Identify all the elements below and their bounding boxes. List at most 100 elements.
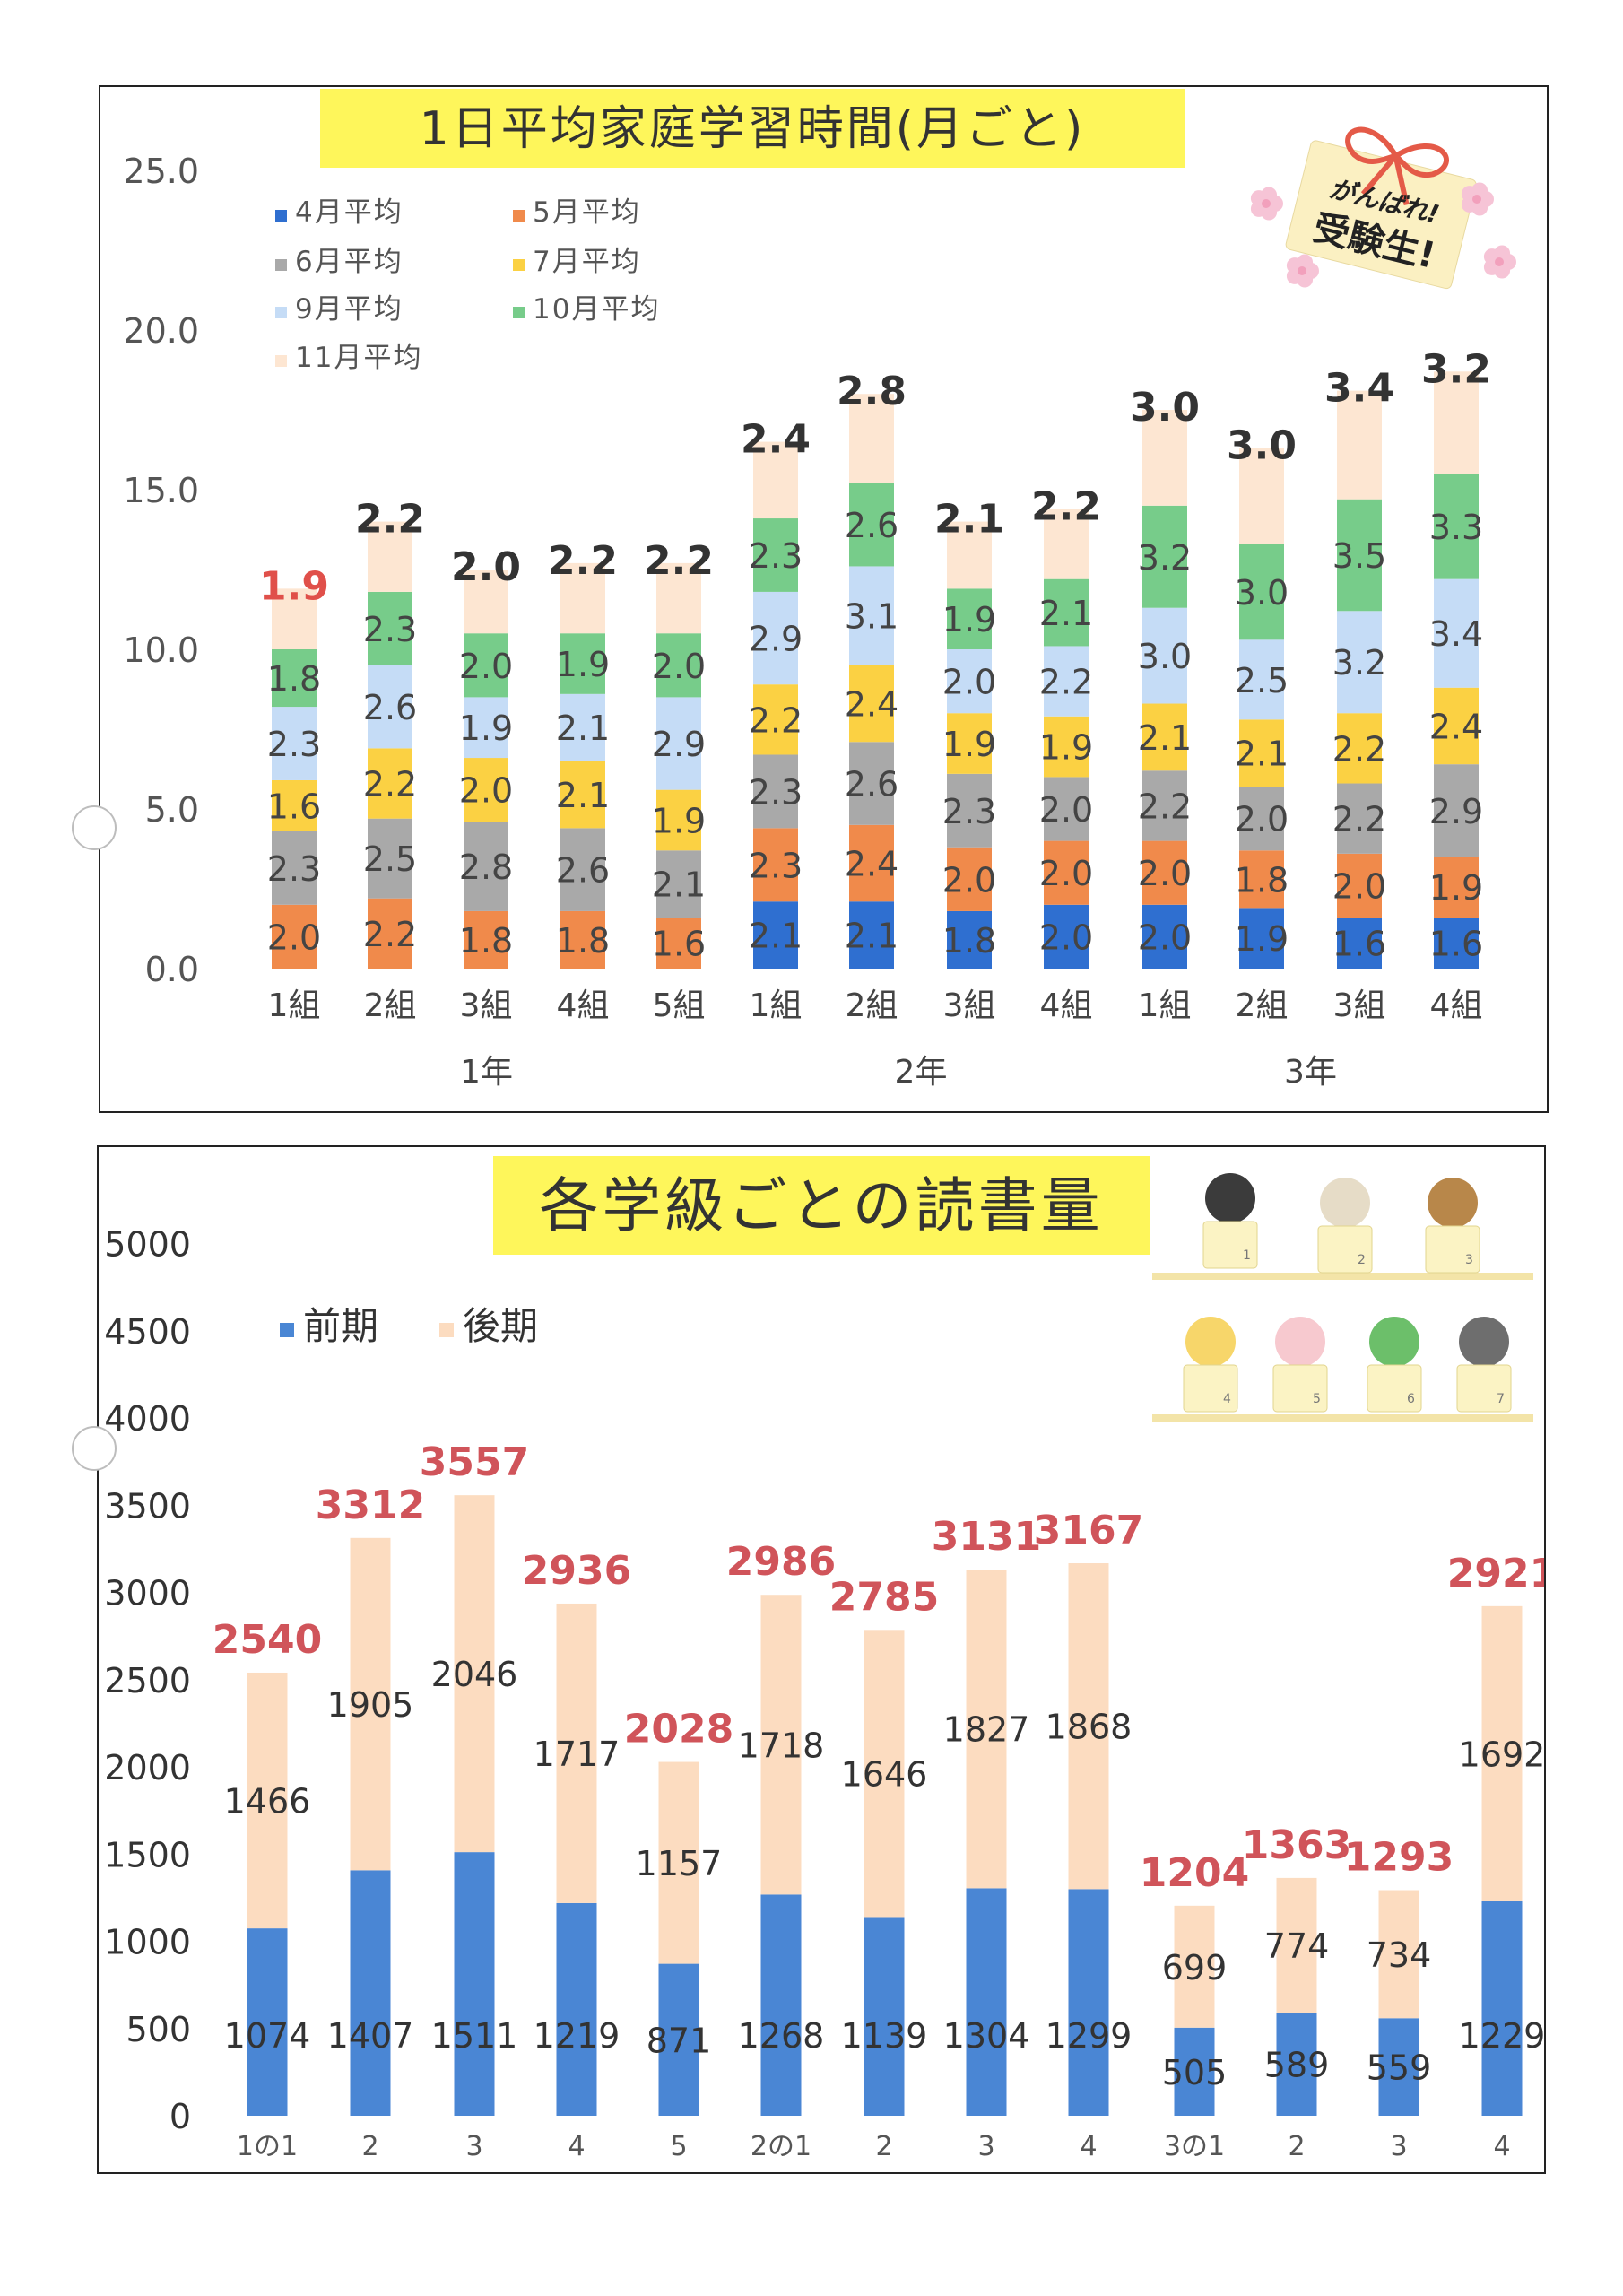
bar-segment [656, 697, 701, 790]
bar-segment [1481, 1605, 1523, 1901]
total-label: 2936 [522, 1548, 631, 1594]
bar-segment [454, 1495, 495, 1853]
x-tick-label: 3組 [460, 987, 513, 1024]
bar-segment [1068, 1563, 1109, 1890]
data-label: 1466 [224, 1782, 311, 1822]
bar-segment [849, 483, 894, 567]
data-label: 2.1 [556, 776, 610, 815]
bar-segment [864, 1917, 905, 2116]
bar-segment [760, 1894, 802, 2116]
data-label: 3.0 [1138, 637, 1192, 676]
cat-icon: 7 [1456, 1317, 1512, 1413]
bar-segment [1239, 544, 1284, 640]
data-label: 2.9 [749, 620, 803, 659]
bar-segment [272, 779, 317, 831]
flower-icon [1250, 187, 1283, 221]
data-label: 1407 [327, 2016, 414, 2056]
data-label: 2.6 [845, 765, 898, 804]
bar-segment [560, 828, 605, 911]
bar-segment [1239, 787, 1284, 851]
book-icon [1317, 1225, 1373, 1274]
data-label: 1646 [841, 1754, 928, 1794]
data-label: 2.2 [1138, 787, 1192, 826]
bar-segment [272, 588, 317, 649]
data-label: 505 [1162, 2053, 1228, 2092]
x-tick-label: 3組 [1333, 987, 1386, 1024]
data-label: 1304 [943, 2016, 1030, 2056]
bar-segment [1239, 908, 1284, 969]
data-label: 2.2 [644, 538, 714, 584]
animal-head [1205, 1173, 1255, 1223]
x-tick-label: 3 [465, 2131, 482, 2162]
bear-icon: 4 [1183, 1317, 1238, 1413]
data-label: 3.0 [1130, 385, 1200, 430]
data-label: 2.3 [363, 610, 417, 649]
data-label: 2.2 [363, 915, 417, 954]
bar-segment [1337, 918, 1382, 969]
data-label: 1.6 [267, 787, 321, 826]
legend-label: 10月平均 [533, 293, 660, 326]
ribbon-tails [1360, 153, 1410, 205]
total-label: 1204 [1140, 1850, 1249, 1896]
data-label: 1219 [534, 2016, 621, 2056]
x-tick-label: 1組 [268, 987, 321, 1024]
bar-segment [556, 1603, 597, 1903]
bar-segment [560, 562, 605, 634]
data-label: 1.8 [267, 659, 321, 699]
bar-segment [368, 591, 412, 665]
x-tick-label: 4組 [557, 987, 610, 1024]
legend-label: 11月平均 [295, 342, 422, 374]
legend-label: 4月平均 [295, 196, 404, 229]
bar-segment [1337, 713, 1382, 784]
bar-segment [464, 697, 508, 759]
data-label: 1868 [1046, 1708, 1133, 1747]
bar-segment [560, 633, 605, 694]
bar-segment [753, 754, 798, 829]
flower-icon [1286, 254, 1319, 288]
data-label: 1.6 [1429, 925, 1483, 964]
bar-segment [350, 1870, 391, 2116]
total-label: 2540 [213, 1617, 322, 1663]
y-tick-label: 1500 [104, 1835, 191, 1874]
bar-segment [864, 1630, 905, 1918]
data-label: 1.9 [942, 725, 996, 764]
data-label: 1.6 [1332, 925, 1386, 964]
bar-segment [753, 591, 798, 685]
x-tick-label: 3組 [943, 987, 996, 1024]
total-label: 1293 [1344, 1835, 1454, 1881]
bar-segment [1434, 857, 1479, 918]
y-tick-label: 1000 [104, 1923, 191, 1962]
bar-segment [1276, 1877, 1317, 2013]
bar-segment [658, 1963, 699, 2116]
bar-segment [656, 918, 701, 969]
data-label: 2.2 [1332, 800, 1386, 839]
bar-segment [753, 901, 798, 969]
bar-segment [656, 850, 701, 918]
petal [1297, 254, 1314, 271]
bar-segment [464, 822, 508, 911]
group-label: 3年 [1284, 1054, 1337, 1091]
data-label: 1.6 [652, 925, 706, 964]
bar-segment [1434, 687, 1479, 765]
x-tick-label: 5 [670, 2131, 687, 2162]
y-tick-label: 2500 [104, 1661, 191, 1700]
data-label: 2.3 [749, 772, 803, 812]
bar-segment [464, 633, 508, 698]
bar-segment [1044, 578, 1089, 647]
data-label: 2.5 [363, 839, 417, 879]
data-label: 1157 [636, 1844, 723, 1883]
x-tick-label: 3の1 [1164, 2131, 1225, 2162]
data-label: 1692 [1459, 1735, 1544, 1774]
legend-swatch [275, 259, 287, 271]
book-icon [1272, 1364, 1328, 1413]
reading-animals-illustration: 1 2 3 4 5 6 7 [1152, 1173, 1533, 1422]
data-label: 2.8 [459, 848, 513, 887]
x-tick-label: 2組 [1236, 987, 1289, 1024]
bar-segment [368, 665, 412, 749]
legend-swatch [513, 307, 525, 318]
data-label: 3.2 [1332, 643, 1386, 683]
data-label: 1.9 [556, 645, 610, 684]
y-tick-label: 3500 [104, 1486, 191, 1526]
bar-segment [1044, 509, 1089, 579]
data-label: 1.8 [942, 921, 996, 961]
